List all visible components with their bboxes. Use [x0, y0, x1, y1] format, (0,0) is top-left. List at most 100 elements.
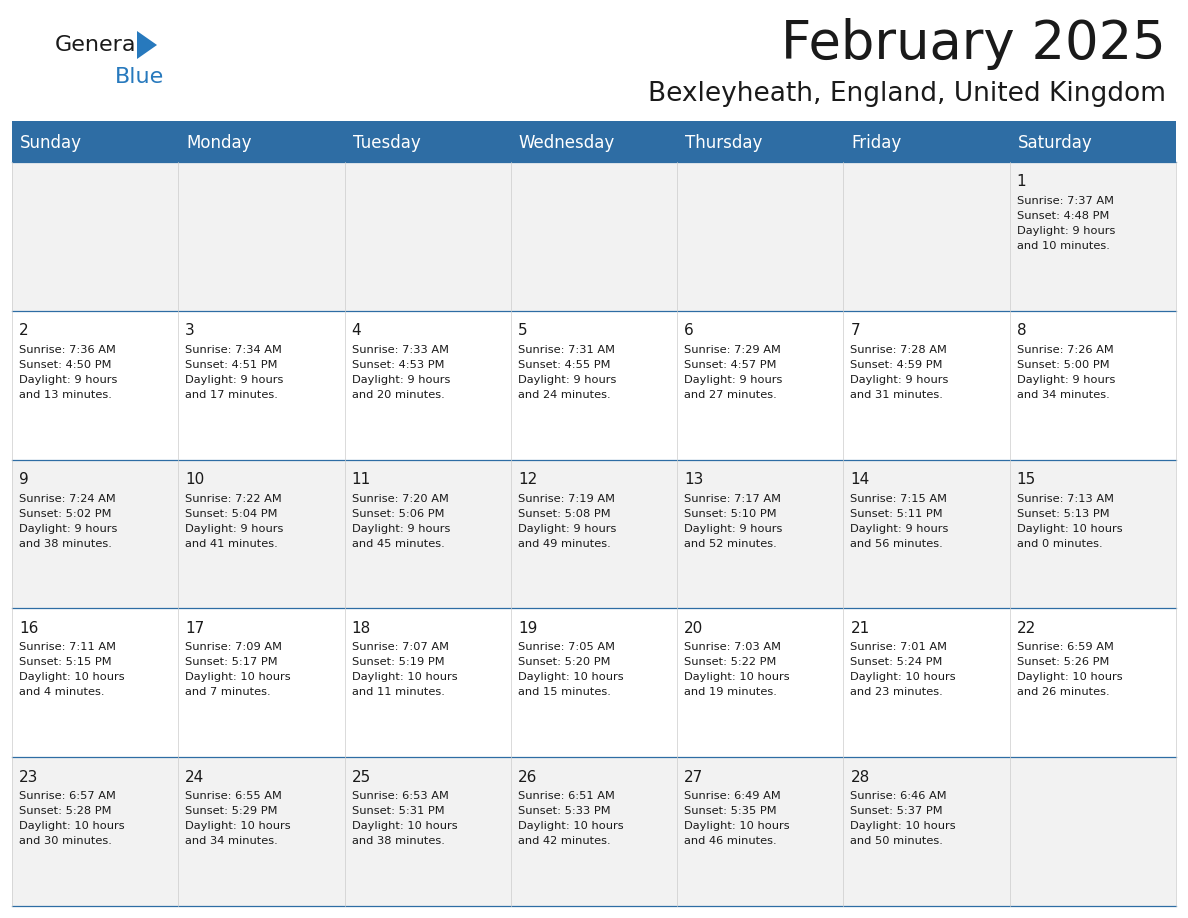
Text: Sunrise: 6:49 AM: Sunrise: 6:49 AM	[684, 791, 781, 801]
Bar	[345, 609, 511, 757]
Bar	[12, 460, 178, 609]
Text: Sunset: 5:17 PM: Sunset: 5:17 PM	[185, 657, 278, 667]
Text: Sunrise: 7:24 AM: Sunrise: 7:24 AM	[19, 494, 115, 504]
Text: Sunset: 5:29 PM: Sunset: 5:29 PM	[185, 806, 278, 816]
Text: and 15 minutes.: and 15 minutes.	[518, 688, 611, 698]
Text: Sunset: 4:50 PM: Sunset: 4:50 PM	[19, 360, 112, 370]
Bar	[12, 121, 1176, 124]
Text: Daylight: 9 hours: Daylight: 9 hours	[518, 523, 617, 533]
Bar	[178, 162, 345, 311]
Bar	[345, 460, 511, 609]
Text: Daylight: 9 hours: Daylight: 9 hours	[851, 523, 949, 533]
Text: Daylight: 9 hours: Daylight: 9 hours	[684, 375, 783, 385]
Text: and 26 minutes.: and 26 minutes.	[1017, 688, 1110, 698]
Text: and 42 minutes.: and 42 minutes.	[518, 836, 611, 846]
Text: Sunrise: 7:26 AM: Sunrise: 7:26 AM	[1017, 345, 1113, 354]
Text: Sunset: 5:33 PM: Sunset: 5:33 PM	[518, 806, 611, 816]
Text: 23: 23	[19, 769, 38, 785]
Text: Monday: Monday	[187, 134, 252, 152]
Bar	[511, 311, 677, 460]
Text: Sunset: 5:24 PM: Sunset: 5:24 PM	[851, 657, 943, 667]
Bar	[511, 460, 677, 609]
Text: 5: 5	[518, 323, 527, 339]
Text: 24: 24	[185, 769, 204, 785]
Bar	[511, 757, 677, 906]
Text: and 23 minutes.: and 23 minutes.	[851, 688, 943, 698]
Text: and 34 minutes.: and 34 minutes.	[1017, 390, 1110, 400]
Bar	[12, 609, 178, 757]
Text: 25: 25	[352, 769, 371, 785]
Bar	[1010, 757, 1176, 906]
Text: and 13 minutes.: and 13 minutes.	[19, 390, 112, 400]
Bar	[12, 311, 178, 460]
Text: Daylight: 10 hours: Daylight: 10 hours	[851, 672, 956, 682]
Text: Daylight: 9 hours: Daylight: 9 hours	[518, 375, 617, 385]
Text: 27: 27	[684, 769, 703, 785]
Text: 10: 10	[185, 472, 204, 487]
Text: 18: 18	[352, 621, 371, 636]
Text: and 38 minutes.: and 38 minutes.	[352, 836, 444, 846]
Text: Daylight: 9 hours: Daylight: 9 hours	[851, 375, 949, 385]
Text: and 38 minutes.: and 38 minutes.	[19, 539, 112, 549]
Text: Sunset: 5:00 PM: Sunset: 5:00 PM	[1017, 360, 1110, 370]
Text: Sunset: 5:02 PM: Sunset: 5:02 PM	[19, 509, 112, 519]
Bar	[843, 460, 1010, 609]
Text: 26: 26	[518, 769, 537, 785]
Bar	[345, 757, 511, 906]
Bar	[1010, 460, 1176, 609]
Text: 22: 22	[1017, 621, 1036, 636]
Text: Sunset: 5:31 PM: Sunset: 5:31 PM	[352, 806, 444, 816]
Text: Sunrise: 7:15 AM: Sunrise: 7:15 AM	[851, 494, 947, 504]
Text: and 31 minutes.: and 31 minutes.	[851, 390, 943, 400]
Text: Sunset: 4:55 PM: Sunset: 4:55 PM	[518, 360, 611, 370]
Text: Daylight: 10 hours: Daylight: 10 hours	[185, 672, 291, 682]
Text: Sunrise: 7:19 AM: Sunrise: 7:19 AM	[518, 494, 615, 504]
Text: Sunset: 5:10 PM: Sunset: 5:10 PM	[684, 509, 777, 519]
Bar	[12, 757, 178, 906]
Text: Wednesday: Wednesday	[519, 134, 615, 152]
Bar	[677, 162, 843, 311]
Text: Sunrise: 6:55 AM: Sunrise: 6:55 AM	[185, 791, 283, 801]
Text: Sunrise: 7:01 AM: Sunrise: 7:01 AM	[851, 643, 947, 653]
Text: Sunrise: 7:03 AM: Sunrise: 7:03 AM	[684, 643, 782, 653]
Text: Sunset: 5:22 PM: Sunset: 5:22 PM	[684, 657, 777, 667]
Bar	[345, 162, 511, 311]
Bar	[511, 609, 677, 757]
Text: Sunrise: 7:37 AM: Sunrise: 7:37 AM	[1017, 196, 1113, 206]
Text: and 4 minutes.: and 4 minutes.	[19, 688, 105, 698]
Bar	[677, 460, 843, 609]
Text: Sunset: 5:06 PM: Sunset: 5:06 PM	[352, 509, 444, 519]
Text: Daylight: 10 hours: Daylight: 10 hours	[518, 822, 624, 831]
Text: Friday: Friday	[852, 134, 902, 152]
Text: Sunrise: 7:33 AM: Sunrise: 7:33 AM	[352, 345, 449, 354]
Text: Daylight: 10 hours: Daylight: 10 hours	[518, 672, 624, 682]
Text: Sunrise: 7:29 AM: Sunrise: 7:29 AM	[684, 345, 781, 354]
Text: Daylight: 9 hours: Daylight: 9 hours	[1017, 226, 1116, 236]
Text: and 45 minutes.: and 45 minutes.	[352, 539, 444, 549]
Text: Sunset: 5:26 PM: Sunset: 5:26 PM	[1017, 657, 1110, 667]
Text: and 30 minutes.: and 30 minutes.	[19, 836, 112, 846]
Bar	[1010, 162, 1176, 311]
Text: Daylight: 9 hours: Daylight: 9 hours	[352, 523, 450, 533]
Bar	[178, 311, 345, 460]
Text: Sunrise: 7:22 AM: Sunrise: 7:22 AM	[185, 494, 282, 504]
Text: General: General	[55, 35, 143, 55]
Bar	[12, 162, 178, 311]
Bar	[178, 609, 345, 757]
Text: Sunset: 5:04 PM: Sunset: 5:04 PM	[185, 509, 278, 519]
Text: and 7 minutes.: and 7 minutes.	[185, 688, 271, 698]
Text: 13: 13	[684, 472, 703, 487]
Text: 8: 8	[1017, 323, 1026, 339]
Text: Daylight: 9 hours: Daylight: 9 hours	[684, 523, 783, 533]
Bar	[1010, 311, 1176, 460]
Text: 3: 3	[185, 323, 195, 339]
Text: Sunset: 5:13 PM: Sunset: 5:13 PM	[1017, 509, 1110, 519]
Text: Sunrise: 6:57 AM: Sunrise: 6:57 AM	[19, 791, 116, 801]
Text: Sunset: 4:59 PM: Sunset: 4:59 PM	[851, 360, 943, 370]
Text: Bexleyheath, England, United Kingdom: Bexleyheath, England, United Kingdom	[647, 81, 1165, 107]
Text: Tuesday: Tuesday	[353, 134, 421, 152]
Text: Thursday: Thursday	[685, 134, 763, 152]
Text: Daylight: 10 hours: Daylight: 10 hours	[352, 822, 457, 831]
Text: Blue: Blue	[115, 67, 164, 87]
Text: Saturday: Saturday	[1018, 134, 1093, 152]
